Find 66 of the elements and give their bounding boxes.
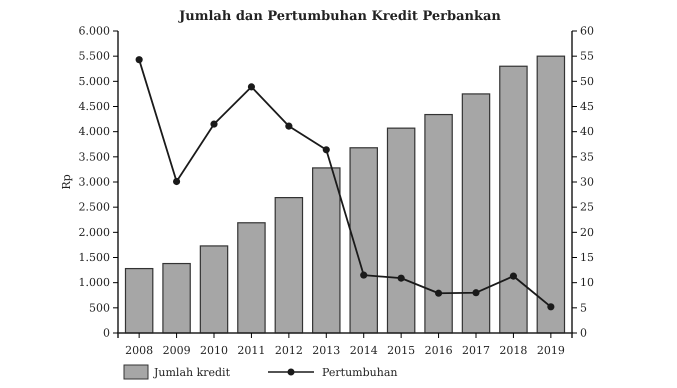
point [547, 303, 554, 310]
y-tick-label: 2.000 [78, 226, 110, 239]
bar [349, 147, 378, 334]
y-tick-label: 5.000 [78, 74, 110, 88]
bar [312, 167, 341, 334]
y2-tick-label: 30 [580, 176, 594, 189]
y2-tick-label: 5 [580, 301, 587, 314]
y-tick-label: 5.500 [78, 50, 110, 63]
x-tick-label: 2015 [387, 344, 416, 358]
point [435, 290, 442, 297]
y-tick-label: 3.500 [78, 150, 110, 164]
point [248, 83, 255, 90]
y-tick-label: 4.000 [78, 125, 110, 138]
x-tick-label: 2019 [536, 344, 565, 358]
bar [462, 93, 490, 334]
bar [536, 56, 566, 334]
y2-tick-label: 40 [580, 125, 594, 138]
y2-tick-label: 50 [580, 74, 594, 88]
y-tick-label: 4.500 [78, 100, 110, 114]
y-tick-label: 6.000 [78, 24, 110, 38]
y2-tick-label: 15 [580, 251, 594, 264]
y2-tick-label: 10 [580, 276, 594, 290]
y-axis-title: Rp [60, 174, 73, 190]
y2-tick-label: 25 [580, 200, 594, 214]
y-tick-label: 1.500 [78, 251, 110, 264]
bar [162, 262, 191, 334]
point [472, 289, 480, 296]
x-tick-label: 2012 [274, 344, 303, 358]
legend-label: Pertumbuhan [322, 366, 398, 379]
x-tick-label: 2018 [499, 344, 528, 358]
x-tick-label: 2008 [125, 344, 154, 358]
y-tick-label: 1.000 [78, 276, 110, 290]
x-tick-label: 2010 [200, 344, 228, 358]
y2-tick-label: 20 [580, 226, 594, 239]
x-tick-label: 2009 [162, 344, 191, 358]
x-tick-label: 2014 [350, 344, 378, 358]
point [510, 272, 517, 280]
point [136, 56, 143, 64]
bar [274, 197, 304, 334]
x-tick-label: 2013 [312, 344, 340, 358]
x-tick-label: 2011 [237, 344, 266, 358]
bar [386, 128, 416, 334]
point [322, 146, 330, 154]
x-tick-label: 2017 [462, 344, 490, 358]
bar [499, 66, 528, 334]
y2-tick-label: 45 [580, 100, 594, 114]
y-tick-label: 2.500 [78, 200, 110, 214]
bar [124, 268, 154, 334]
point [285, 122, 292, 130]
point [173, 178, 180, 186]
point [210, 120, 218, 128]
bar [237, 222, 266, 334]
y2-tick-label: 55 [580, 50, 594, 63]
bar [424, 114, 453, 334]
y2-tick-label: 35 [580, 150, 594, 164]
y-tick-label: 0 [103, 326, 110, 340]
legend-label: Jumlah kredit [153, 366, 231, 379]
y-tick-label: 3.000 [78, 176, 110, 189]
y2-tick-label: 60 [580, 24, 594, 38]
point [398, 274, 405, 282]
chart-title: Jumlah dan Pertumbuhan Kredit Perbankan [178, 9, 502, 24]
y2-tick-label: 0 [580, 326, 587, 340]
y-tick-label: 500 [89, 301, 110, 314]
bar [200, 245, 228, 334]
x-tick-label: 2016 [424, 344, 453, 358]
point [360, 272, 368, 279]
